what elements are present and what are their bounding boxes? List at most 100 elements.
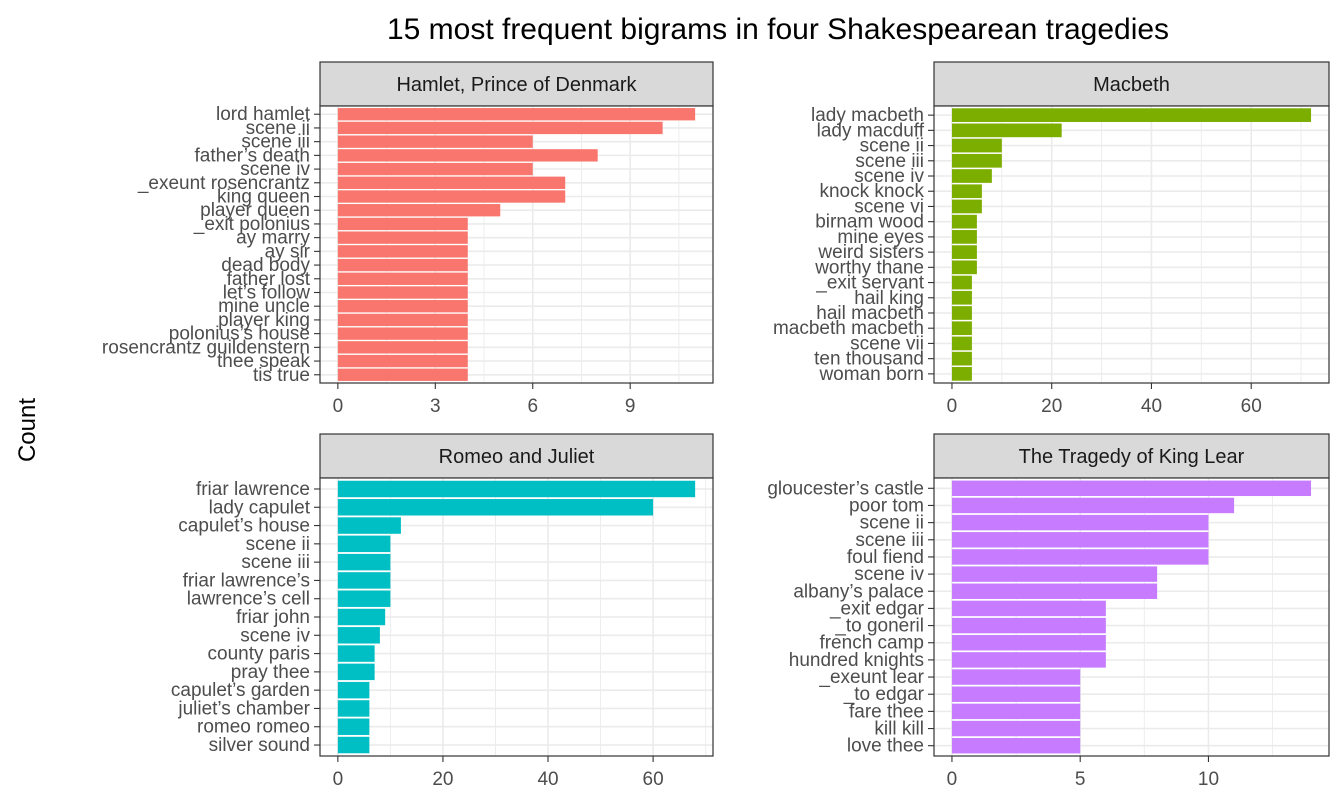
bar-scene-ii xyxy=(337,535,391,553)
facet-strip xyxy=(319,433,714,479)
bar-ay-sir xyxy=(337,245,468,258)
bar-pray-thee xyxy=(337,663,375,681)
bar-woman-born xyxy=(951,367,972,381)
y-tick-label: knock knock xyxy=(819,181,924,202)
y-tick-label: birnam wood xyxy=(815,212,924,233)
y-tick-label: capulet’s garden xyxy=(171,680,310,701)
bar-foul-fiend xyxy=(951,549,1209,565)
bar-scene-ii xyxy=(337,121,663,135)
y-tick-label: fare thee xyxy=(849,701,924,722)
facet-strip xyxy=(319,61,714,107)
y-tick-label: french camp xyxy=(819,633,924,654)
y-tick-label: thee speak xyxy=(217,351,310,372)
panel-border xyxy=(319,105,714,384)
bar-friar-john xyxy=(337,608,386,626)
x-tick-label: 20 xyxy=(432,769,453,790)
y-tick-label: macbeth macbeth xyxy=(773,318,924,339)
bar-lady-capulet xyxy=(337,499,654,516)
y-tick-label: king queen xyxy=(217,187,310,208)
y-tick-label: scene ii xyxy=(246,118,310,139)
bar-polonius-s-house xyxy=(337,327,468,340)
facet-strip xyxy=(933,433,1330,479)
bar-player-queen xyxy=(337,204,501,217)
x-tick-label: 0 xyxy=(333,396,344,417)
y-tick-label: dead body xyxy=(221,255,310,276)
bar-scene-ii xyxy=(951,514,1209,531)
facet-strip xyxy=(933,61,1330,107)
facet-panel-4: The Tragedy of King Lear gloucester’s cas… xyxy=(767,433,1330,790)
y-tick-label: scene iv xyxy=(240,159,310,180)
y-tick-label: let’s follow xyxy=(223,282,311,303)
panel-border xyxy=(933,477,1330,757)
y-tick-label: polonius’s house xyxy=(169,324,310,345)
y-tick-label: scene ii xyxy=(860,136,924,157)
y-tick-label: _to goneril xyxy=(834,616,924,637)
y-tick-label: lady capulet xyxy=(209,497,311,518)
bar-player-king xyxy=(337,313,468,327)
y-tick-label: lord hamlet xyxy=(216,104,311,125)
y-tick-label: gloucester’s castle xyxy=(767,478,924,499)
bar-ten-thousand xyxy=(951,351,972,366)
x-tick-label: 40 xyxy=(537,769,558,790)
y-tick-label: hundred knights xyxy=(789,650,924,671)
y-tick-label: weird sisters xyxy=(817,242,924,263)
bar-macbeth-macbeth xyxy=(951,321,972,336)
bar-scene-vii xyxy=(951,336,972,351)
bar-weird-sisters xyxy=(951,245,977,259)
y-tick-label: friar lawrence’s xyxy=(183,570,310,591)
y-tick-label: scene vii xyxy=(850,333,924,354)
y-tick-label: hail macbeth xyxy=(816,303,924,324)
x-tick-label: 60 xyxy=(643,769,664,790)
y-tick-label: _exit polonius xyxy=(193,214,310,235)
y-tick-label: scene vi xyxy=(854,196,924,217)
bar-french-camp xyxy=(951,635,1106,651)
bar-scene-iii xyxy=(337,135,533,148)
bar-lady-macduff xyxy=(951,123,1062,138)
bar-worthy-thane xyxy=(951,260,977,275)
y-tick-label: ten thousand xyxy=(814,349,924,370)
bar-father-lost xyxy=(337,272,468,285)
y-tick-label: scene iii xyxy=(241,552,310,573)
bar-scene-iv xyxy=(951,566,1158,582)
x-tick-label: 60 xyxy=(1241,396,1262,417)
bar-silver-sound xyxy=(337,736,370,754)
y-tick-label: rosencrantz guildenstern xyxy=(102,337,310,358)
x-tick-label: 0 xyxy=(947,769,958,790)
x-tick-label: 3 xyxy=(430,396,441,417)
y-tick-label: friar lawrence xyxy=(196,479,310,500)
y-tick-label: _exit edgar xyxy=(829,598,925,619)
y-tick-label: father lost xyxy=(227,269,311,290)
bar-capulet-s-garden xyxy=(337,681,370,699)
bar-rosencrantz-guildenstern xyxy=(337,341,468,354)
bar-let-s-follow xyxy=(337,286,468,299)
y-tick-label: scene iv xyxy=(854,564,924,585)
panel-border xyxy=(933,105,1330,384)
y-axis-title: Count xyxy=(14,398,41,462)
bar-lord-hamlet xyxy=(337,108,696,121)
y-tick-label: scene iv xyxy=(854,166,924,187)
y-tick-label: mine eyes xyxy=(837,227,924,248)
x-tick-label: 5 xyxy=(1075,769,1086,790)
bar-gloucester-s-castle xyxy=(951,480,1312,497)
bar-scene-iii xyxy=(951,532,1209,548)
y-tick-label: _exeunt lear xyxy=(818,667,924,688)
y-tick-label: silver sound xyxy=(209,735,310,756)
bar-father-s-death xyxy=(337,149,598,162)
bar-exit-polonius xyxy=(337,217,468,231)
y-tick-label: romeo romeo xyxy=(197,717,310,738)
y-tick-label: father’s death xyxy=(195,145,311,166)
bar-romeo-romeo xyxy=(337,718,370,735)
x-tick-label: 0 xyxy=(947,396,958,417)
y-tick-label: woman born xyxy=(818,364,924,385)
x-tick-label: 6 xyxy=(527,396,538,417)
bar-to-edgar xyxy=(951,686,1081,702)
y-tick-label: juliet’s chamber xyxy=(177,698,310,719)
bar-county-paris xyxy=(337,645,375,662)
bar-scene-iii xyxy=(951,153,1002,168)
y-tick-label: scene iii xyxy=(855,151,924,172)
bar-exeunt-rosencrantz xyxy=(337,176,566,189)
